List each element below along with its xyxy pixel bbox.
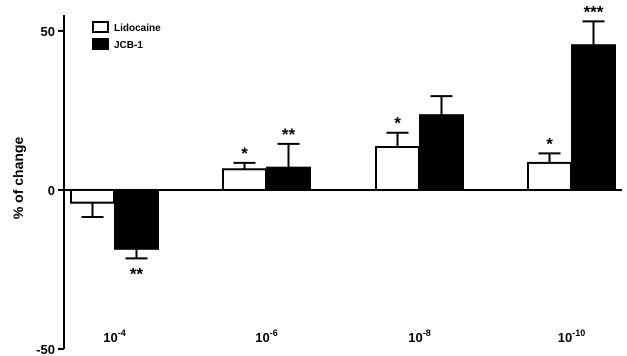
legend: Lidocaine JCB-1: [92, 21, 161, 51]
bar-jcb-1: [114, 188, 159, 250]
x-category-label: 10-6: [255, 328, 277, 345]
bar-lidocaine: [527, 161, 572, 191]
bar-group: *: [375, 95, 464, 191]
y-axis-label: % of change: [10, 137, 26, 220]
significance-marker: *: [394, 114, 401, 133]
bar-jcb-1: [419, 114, 464, 191]
bar-group: ***: [222, 125, 311, 191]
x-category-label: 10-4: [103, 328, 125, 345]
bar-lidocaine: [222, 168, 267, 191]
bar-jcb-1: [266, 166, 311, 191]
legend-label-jcb-1: JCB-1: [114, 40, 143, 51]
y-tick-label: 0: [48, 183, 55, 198]
significance-marker: *: [546, 134, 553, 153]
significance-marker: ***: [584, 2, 604, 21]
legend-swatch-jcb-1: [92, 38, 109, 50]
bar-group: ****: [527, 2, 616, 191]
bar-lidocaine: [375, 146, 420, 191]
significance-marker: *: [241, 144, 248, 163]
legend-swatch-lidocaine: [92, 21, 109, 33]
significance-marker: **: [130, 264, 144, 283]
y-tick-label: -50: [36, 342, 55, 356]
category-labels: 10-4 10-6 10-8 10-10: [103, 328, 585, 345]
bar-lidocaine: [70, 188, 115, 204]
legend-label-lidocaine: Lidocaine: [114, 23, 161, 34]
x-category-label: 10-8: [408, 328, 430, 345]
x-category-label: 10-10: [558, 328, 585, 345]
bar-group: **: [70, 188, 159, 283]
y-ticks: -50 0 50: [36, 24, 64, 356]
bar-groups: **********: [70, 2, 616, 283]
y-tick-label: 50: [41, 24, 55, 39]
bar-jcb-1: [571, 44, 616, 191]
significance-marker: **: [282, 125, 296, 144]
